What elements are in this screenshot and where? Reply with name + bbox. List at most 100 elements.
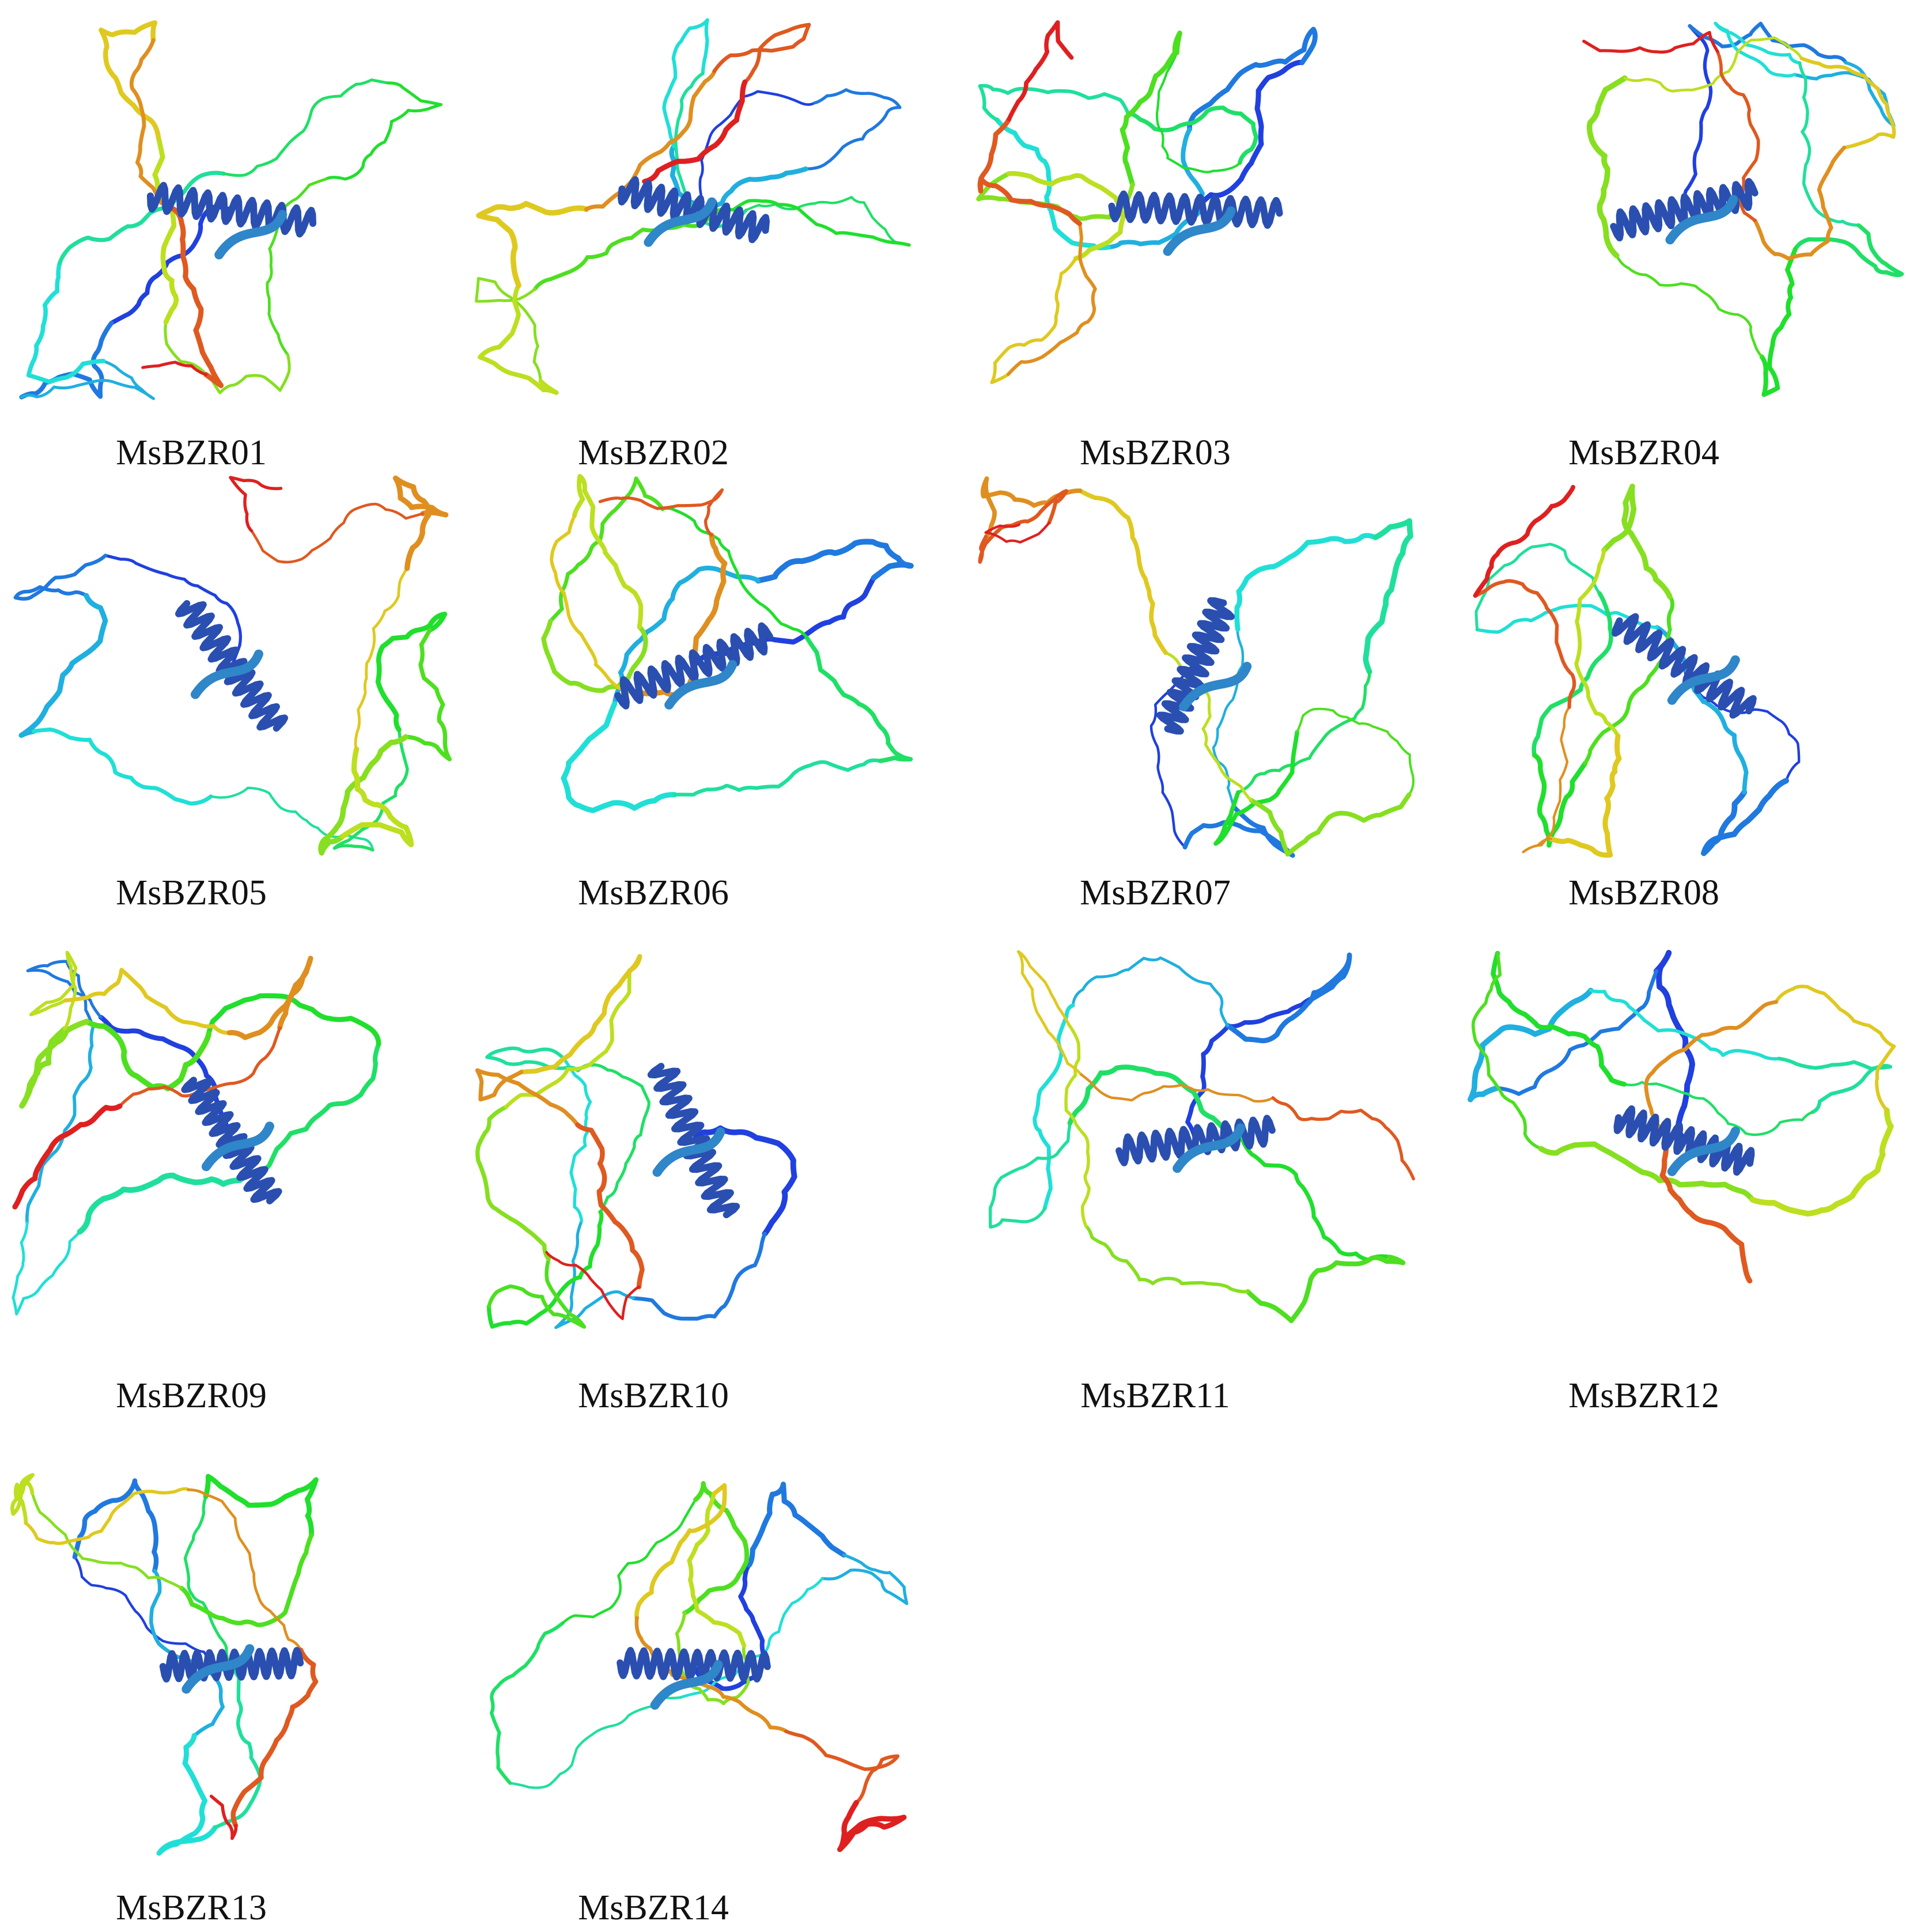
coil [662, 18, 709, 149]
panel-label: MsBZR08 [1568, 873, 1719, 912]
protein-structure [19, 20, 443, 400]
coil [187, 1488, 302, 1651]
coil [820, 1553, 909, 1605]
helix [147, 181, 316, 238]
strand [1665, 195, 1738, 245]
protein-structure [475, 18, 911, 395]
coil [509, 1696, 682, 1789]
coil [392, 475, 449, 571]
coil [1241, 1138, 1392, 1262]
coil [634, 1483, 727, 1620]
coil [487, 1257, 587, 1329]
coil [642, 79, 748, 184]
protein-structure [489, 1481, 909, 1853]
panel-label: MsBZR09 [116, 1376, 267, 1415]
coil [1472, 952, 1543, 1150]
coil [1106, 127, 1205, 250]
coil [1538, 1141, 1756, 1203]
coil [25, 1025, 95, 1225]
helix [181, 1077, 282, 1204]
coil [1077, 488, 1168, 656]
coil [545, 1251, 641, 1320]
strand [1667, 655, 1740, 705]
coil [63, 968, 232, 1035]
coil [1120, 31, 1182, 187]
coil [226, 956, 313, 1040]
coil [1749, 1107, 1894, 1217]
helix [175, 600, 288, 732]
coil [1016, 950, 1083, 1076]
coil [1155, 51, 1241, 173]
strand [664, 660, 738, 710]
coil [712, 22, 811, 84]
coil [1531, 591, 1613, 757]
coil [541, 619, 648, 693]
coil [170, 206, 224, 388]
strand [1163, 206, 1236, 256]
coil [687, 1491, 747, 1648]
coil [550, 514, 643, 695]
protein-structure [541, 473, 914, 813]
helix [617, 1647, 771, 1683]
protein-structure [13, 475, 452, 856]
helix [647, 1063, 740, 1218]
coil [691, 1562, 767, 1691]
coil [1583, 594, 1674, 766]
coil [13, 554, 108, 601]
coil [1271, 1096, 1415, 1181]
coil [1495, 969, 1659, 1096]
coil [486, 1210, 604, 1329]
coil [403, 628, 452, 762]
coil [984, 521, 1050, 544]
coil [31, 1492, 183, 1590]
coil [1182, 804, 1295, 858]
coil [475, 276, 542, 382]
panel-label: MsBZR11 [1080, 1376, 1230, 1415]
coil [26, 260, 106, 384]
protein-structure [978, 476, 1415, 858]
coil [141, 361, 208, 376]
coil [672, 758, 882, 797]
helix [1115, 1115, 1276, 1166]
coil [744, 196, 911, 247]
coil [1067, 1065, 1246, 1143]
coil [980, 476, 1083, 539]
strand [1179, 661, 1252, 711]
coil [12, 1103, 123, 1210]
coil [332, 728, 409, 852]
coil [1064, 1022, 1091, 1228]
coil [978, 84, 1130, 122]
coil [1753, 145, 1847, 261]
coil [717, 199, 911, 247]
coil [561, 701, 678, 813]
coil [1296, 707, 1415, 796]
coil [575, 1122, 645, 1290]
coil [318, 734, 409, 856]
coil [990, 256, 1077, 384]
coil [804, 88, 902, 171]
coil [1574, 548, 1620, 738]
coil [1799, 56, 1896, 150]
coil [1688, 21, 1848, 65]
coil [682, 1481, 750, 1616]
coil [1249, 792, 1412, 857]
coil [1623, 1081, 1814, 1137]
coil [533, 208, 721, 291]
helix [1612, 613, 1757, 719]
coil [746, 1482, 847, 1568]
coil [561, 1498, 697, 1624]
coil [804, 635, 913, 763]
coil [229, 476, 283, 533]
coil [164, 320, 291, 395]
protein-structure [1582, 21, 1904, 397]
panel-label: MsBZR05 [116, 873, 267, 912]
coil [1185, 996, 1315, 1143]
panel-label: MsBZR07 [1080, 873, 1231, 912]
coil [203, 1473, 319, 1538]
coil [213, 1662, 262, 1830]
coil [1187, 26, 1318, 132]
panel-label: MsBZR01 [116, 433, 267, 472]
coil [152, 135, 179, 325]
panel-label: MsBZR06 [578, 873, 729, 912]
coil [1473, 484, 1575, 598]
